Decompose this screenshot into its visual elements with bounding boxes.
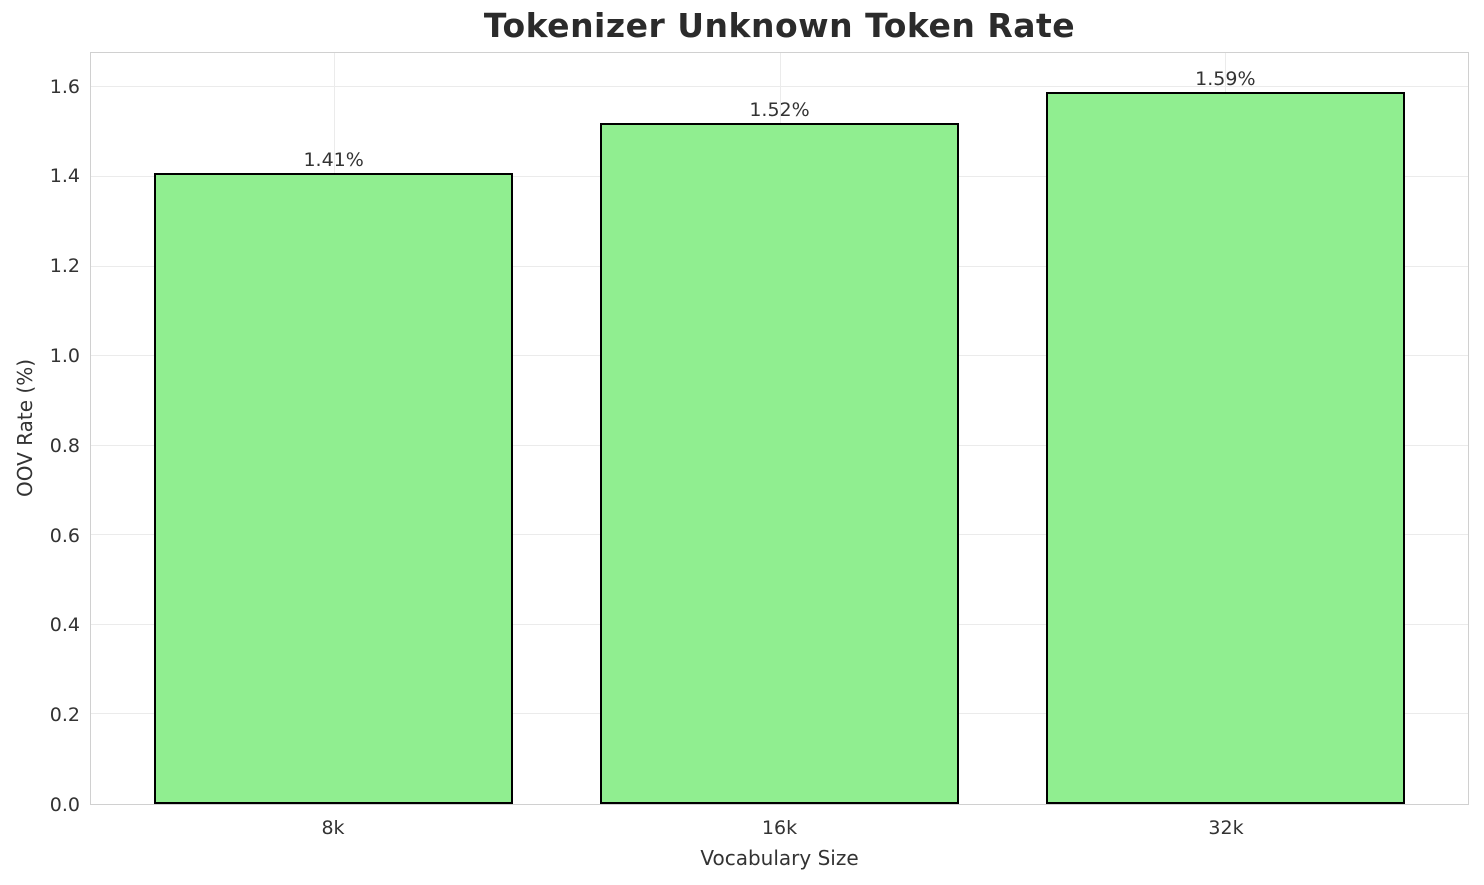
plot-area: 1.41% 1.52% 1.59% xyxy=(90,52,1469,805)
bar-16k xyxy=(599,123,960,804)
y-tick-label: 1.6 xyxy=(49,75,80,98)
y-tick-label: 1.0 xyxy=(49,344,80,367)
bar-value-label: 1.59% xyxy=(1195,67,1256,90)
y-tick-label: 1.4 xyxy=(49,165,80,188)
y-tick-label: 0.2 xyxy=(49,704,80,727)
y-tick-label: 0.0 xyxy=(49,794,80,816)
bar-8k xyxy=(153,172,514,804)
y-axis-label: OOV Rate (%) xyxy=(13,359,37,497)
y-tick-label: 1.2 xyxy=(49,255,80,278)
bar-value-label: 1.52% xyxy=(749,99,810,122)
chart-title: Tokenizer Unknown Token Rate xyxy=(483,6,1076,45)
y-tick-label: 0.8 xyxy=(49,434,80,457)
y-tick-label: 0.4 xyxy=(49,614,80,637)
y-tick-label: 0.6 xyxy=(49,524,80,547)
bar-value-label: 1.41% xyxy=(303,148,364,171)
x-tick-label: 16k xyxy=(761,817,798,839)
x-tick-label: 8k xyxy=(321,817,345,839)
x-tick-label: 32k xyxy=(1208,817,1244,839)
x-axis-label: Vocabulary Size xyxy=(700,846,859,870)
bar-32k xyxy=(1045,91,1406,804)
